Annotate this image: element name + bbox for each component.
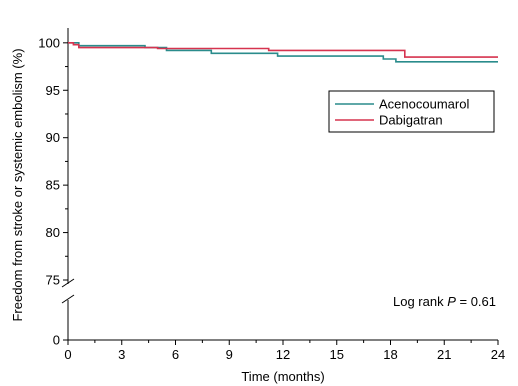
x-tick-label: 15 <box>330 347 344 362</box>
x-tick-label: 18 <box>383 347 397 362</box>
x-tick-label: 24 <box>491 347 505 362</box>
legend-label-acenocoumarol: Acenocoumarol <box>379 97 469 112</box>
y-tick-label: 95 <box>46 83 60 98</box>
y-tick-label: 90 <box>46 130 60 145</box>
axis-break-mark <box>61 278 75 288</box>
x-tick-label: 3 <box>118 347 125 362</box>
y-tick-label: 0 <box>53 333 60 348</box>
y-tick-label: 100 <box>38 35 60 50</box>
annotation-prefix: Log rank <box>393 294 447 309</box>
y-tick-label: 85 <box>46 178 60 193</box>
y-tick-label: 75 <box>46 273 60 288</box>
x-tick-label: 0 <box>64 347 71 362</box>
series-line-acenocoumarol <box>68 42 498 63</box>
annotation-p-value: = 0.61 <box>456 294 496 309</box>
x-tick-label: 21 <box>437 347 451 362</box>
axis-break-mark <box>61 294 75 304</box>
series-line-dabigatran <box>68 42 498 58</box>
x-tick-label: 9 <box>226 347 233 362</box>
x-axis-title: Time (months) <box>241 369 324 384</box>
log-rank-annotation: Log rank P = 0.61 <box>393 294 496 309</box>
y-axis-title: Freedom from stroke or systemic embolism… <box>10 48 25 321</box>
x-tick-label: 6 <box>172 347 179 362</box>
annotation-p-symbol: P <box>447 294 456 309</box>
axes: 0 75 80 85 90 95 100 0 3 6 9 12 15 18 21 24 <box>38 28 505 362</box>
y-tick-label: 80 <box>46 225 60 240</box>
x-tick-label: 12 <box>276 347 290 362</box>
legend-label-dabigatran: Dabigatran <box>379 113 443 128</box>
series-layer <box>68 42 498 63</box>
legend-box <box>328 90 495 133</box>
